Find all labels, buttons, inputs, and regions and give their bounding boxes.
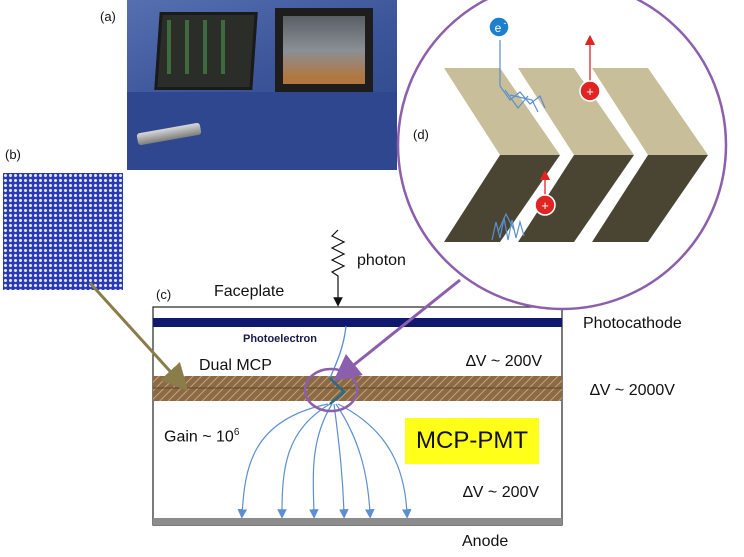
- mcp-zoom-marker: [303, 367, 359, 413]
- micrograph-arrow: [88, 281, 189, 392]
- panel-d-label: (d): [413, 127, 429, 142]
- panel-c-label: (c): [156, 287, 172, 302]
- voltage-bottom-label: ∆V ~ 200V: [463, 484, 540, 501]
- dual-mcp-label: Dual MCP: [199, 357, 272, 374]
- ion-icon: +: [579, 80, 601, 102]
- panel-b-label: (b): [5, 147, 21, 162]
- ion-icon: +: [534, 194, 556, 216]
- voltage-total-label: ∆V ~ 2000V: [590, 382, 675, 399]
- electron-icon: e -: [488, 16, 510, 38]
- photon-label: photon: [357, 252, 406, 269]
- photon-arrow: [330, 229, 346, 307]
- svg-text:+: +: [541, 198, 549, 213]
- gain-base: Gain ~ 10: [164, 428, 234, 446]
- electron-fan: [237, 403, 412, 519]
- svg-text:+: +: [586, 84, 594, 99]
- anode-label: Anode: [462, 533, 509, 550]
- electron-cascade-bottom: [491, 212, 525, 241]
- zoom-arrow: [333, 278, 461, 382]
- mcp-pmt-badge: MCP-PMT: [405, 418, 539, 464]
- mcp-micrograph: [3, 173, 123, 290]
- gain-exponent: 6: [233, 427, 240, 438]
- electron-cascade-top: [499, 40, 546, 113]
- panel-a-label: (a): [100, 9, 116, 24]
- svg-text:-: -: [504, 18, 507, 28]
- chevron-channels: [444, 68, 708, 242]
- photoelectron-label: Photoelectron: [243, 333, 317, 345]
- photocathode-label: Photocathode: [583, 315, 682, 332]
- gain-label: Gain ~ 106: [164, 428, 239, 445]
- faceplate-label: Faceplate: [214, 283, 285, 300]
- device-photo: [127, 0, 397, 170]
- anode-layer: [153, 518, 562, 525]
- svg-text:e: e: [495, 21, 502, 35]
- photocathode-layer: [153, 318, 562, 327]
- voltage-top-label: ∆V ~ 200V: [466, 353, 543, 370]
